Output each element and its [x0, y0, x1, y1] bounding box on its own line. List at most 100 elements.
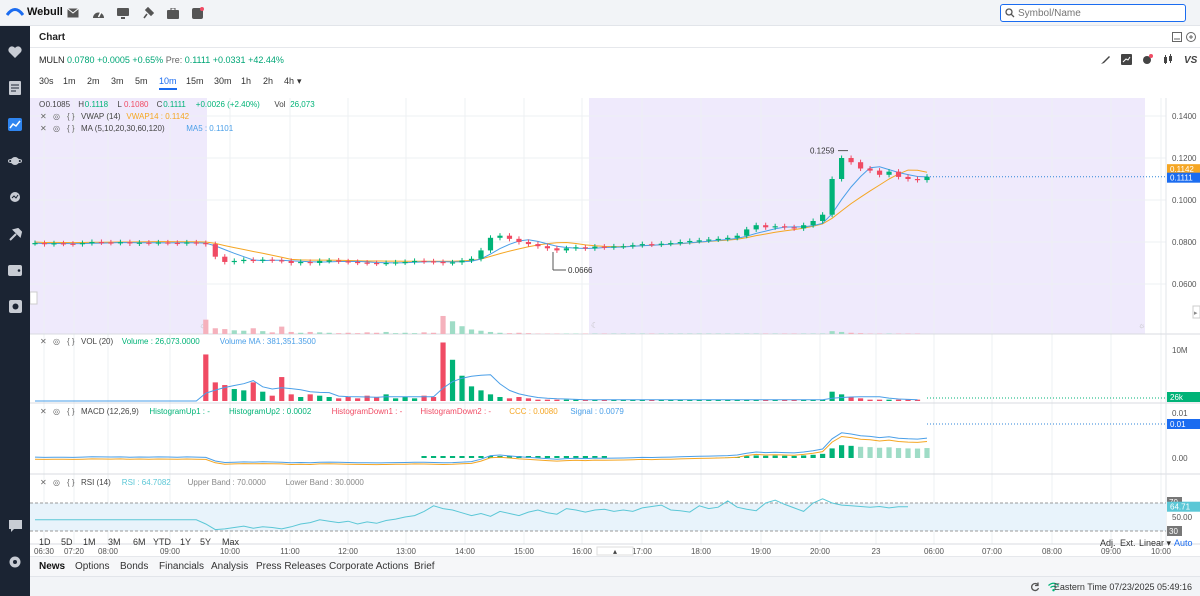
vol-legend-close-icon: ✕ [40, 337, 47, 346]
wallet-icon[interactable] [7, 262, 23, 278]
planet-icon[interactable] [7, 153, 23, 169]
bottom-tab-brief[interactable]: Brief [414, 561, 435, 572]
bottom-tab-analysis[interactable]: Analysis [211, 561, 249, 572]
macd-histogram-bar [535, 456, 541, 458]
interval-more-chevron-icon[interactable]: ▾ [297, 76, 302, 86]
messages-icon[interactable] [7, 518, 23, 534]
macd-histogram-bar [895, 448, 902, 458]
tools-icon[interactable] [7, 226, 23, 242]
interval-5m[interactable]: 5m [135, 76, 148, 86]
scale-select[interactable]: Linear ▾ [1139, 538, 1171, 549]
volume-bar [895, 399, 902, 401]
volume-bar [468, 386, 475, 401]
overlay-volume-bar [459, 326, 465, 334]
speedometer-icon[interactable] [91, 6, 105, 20]
period-1y[interactable]: 1Y [180, 537, 192, 547]
settings-icon[interactable] [7, 554, 23, 570]
period-max[interactable]: Max [222, 537, 240, 547]
indicator-icon[interactable] [1142, 54, 1153, 65]
ext-toggle[interactable]: Ext. [1120, 538, 1136, 548]
macd-histogram-bar [810, 454, 816, 458]
rsi-lower-tag [1167, 526, 1182, 536]
candle-body [782, 226, 788, 228]
period-6m[interactable]: 6M [133, 537, 146, 547]
period-5y[interactable]: 5Y [200, 537, 212, 547]
minimize-icon[interactable] [1172, 32, 1182, 42]
overlay-volume-bar [430, 332, 437, 334]
candle-body [260, 259, 266, 261]
bottom-tab-financials[interactable]: Financials [159, 561, 205, 572]
mail-icon[interactable] [66, 6, 80, 20]
volume-bar [307, 394, 313, 401]
macd-histogram-bar [772, 455, 778, 458]
candle-body [630, 245, 636, 247]
candle-icon[interactable] [1163, 54, 1174, 65]
interval-4h[interactable]: 4h [284, 76, 295, 86]
overlay-volume-bar [857, 333, 864, 334]
time-axis-label-11: 17:00 [632, 547, 653, 556]
period-1m[interactable]: 1M [83, 537, 96, 547]
notification-icon[interactable] [191, 6, 205, 20]
candle-body [886, 171, 892, 175]
interval-30s[interactable]: 30s [39, 76, 54, 86]
popout-icon[interactable] [1186, 32, 1196, 42]
interval-2h[interactable]: 2h [263, 76, 274, 86]
account-icon[interactable] [7, 298, 23, 314]
draw-pen-icon[interactable] [1100, 54, 1111, 65]
macd-histogram-bar [753, 455, 759, 458]
search-input[interactable] [1018, 7, 1178, 19]
interval-15m[interactable]: 15m [186, 76, 204, 86]
document-icon[interactable] [7, 80, 23, 96]
screener-icon[interactable] [7, 189, 23, 205]
candle-body [801, 225, 807, 229]
compare-vs-icon[interactable]: VS [1184, 54, 1198, 65]
volume-bar [734, 399, 740, 401]
chart-type-icon[interactable] [1121, 54, 1132, 65]
briefcase-icon[interactable] [166, 6, 180, 20]
macd-histogram-bar [848, 445, 854, 458]
symbol[interactable]: MULN [39, 55, 65, 65]
interval-30m[interactable]: 30m [214, 76, 232, 86]
candle-body [696, 240, 702, 242]
bottom-tab-corporate-actions[interactable]: Corporate Actions [329, 561, 409, 572]
auto-toggle[interactable]: Auto [1174, 538, 1193, 548]
adj-toggle[interactable]: Adj. [1100, 538, 1116, 548]
period-5d[interactable]: 5D [61, 537, 73, 547]
interval-10m[interactable]: 10m [159, 76, 177, 90]
bottom-tab-press-releases[interactable]: Press Releases [256, 561, 327, 572]
candle-body [146, 242, 152, 244]
candle-body [231, 260, 237, 263]
period-1d[interactable]: 1D [39, 537, 51, 547]
candle-body [279, 260, 285, 262]
macd-tag [1167, 419, 1200, 429]
candle-body [98, 242, 105, 244]
overlay-volume-bar [374, 332, 380, 334]
symbol-search[interactable] [1000, 4, 1186, 22]
overlay-volume-bar [288, 331, 294, 334]
watchlist-icon[interactable] [7, 44, 23, 60]
screen-icon[interactable] [116, 6, 130, 20]
app-logo[interactable]: Webull [6, 6, 63, 18]
macd-histogram-bar [791, 455, 797, 458]
price-axis-label-2: 0.1000 [1172, 196, 1197, 205]
chart-icon[interactable] [7, 116, 23, 132]
pin-icon[interactable] [141, 6, 155, 20]
refresh-icon[interactable] [1030, 582, 1040, 592]
interval-1h[interactable]: 1h [241, 76, 252, 86]
macd-legend-visibility-icon: ◎ [53, 407, 60, 416]
candle-body [307, 261, 313, 264]
bottom-tab-options[interactable]: Options [75, 561, 110, 572]
price-chart[interactable]: 0.1259 0.0666 ☼ ☾ ☼ 0.1400 0.1200 0.1000 0.0800 0… [30, 92, 1200, 558]
interval-1m[interactable]: 1m [63, 76, 76, 86]
volume-bar [421, 395, 427, 401]
bottom-tabs: News Options Bonds Financials Analysis Press … [30, 556, 1200, 576]
overlay-volume-bar [317, 332, 323, 334]
interval-3m[interactable]: 3m [111, 76, 124, 86]
bottom-tab-bonds[interactable]: Bonds [120, 561, 149, 572]
collapse-handle [596, 546, 634, 556]
bottom-tab-news[interactable]: News [39, 561, 66, 572]
overlay-volume-bar [298, 332, 304, 334]
period-ytd[interactable]: YTD [153, 537, 171, 547]
period-3m[interactable]: 3M [108, 537, 121, 547]
interval-2m[interactable]: 2m [87, 76, 100, 86]
